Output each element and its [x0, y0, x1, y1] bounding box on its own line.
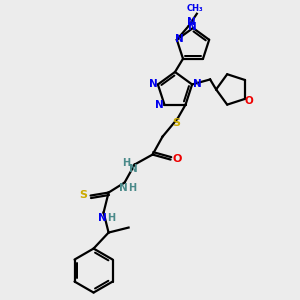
- Text: N: N: [155, 100, 164, 110]
- Text: S: S: [172, 118, 181, 128]
- Text: N: N: [148, 80, 157, 89]
- Text: N: N: [119, 183, 128, 193]
- Text: H: H: [122, 158, 130, 168]
- Text: H: H: [107, 213, 116, 223]
- Text: O: O: [173, 154, 182, 164]
- Text: N: N: [193, 80, 202, 89]
- Text: N: N: [188, 17, 196, 27]
- Text: H: H: [128, 183, 136, 193]
- Text: N: N: [188, 22, 196, 32]
- Text: S: S: [80, 190, 88, 200]
- Text: N: N: [176, 34, 184, 44]
- Text: N: N: [98, 213, 107, 223]
- Text: O: O: [245, 96, 254, 106]
- Text: N: N: [129, 164, 138, 174]
- Text: CH₃: CH₃: [187, 4, 203, 13]
